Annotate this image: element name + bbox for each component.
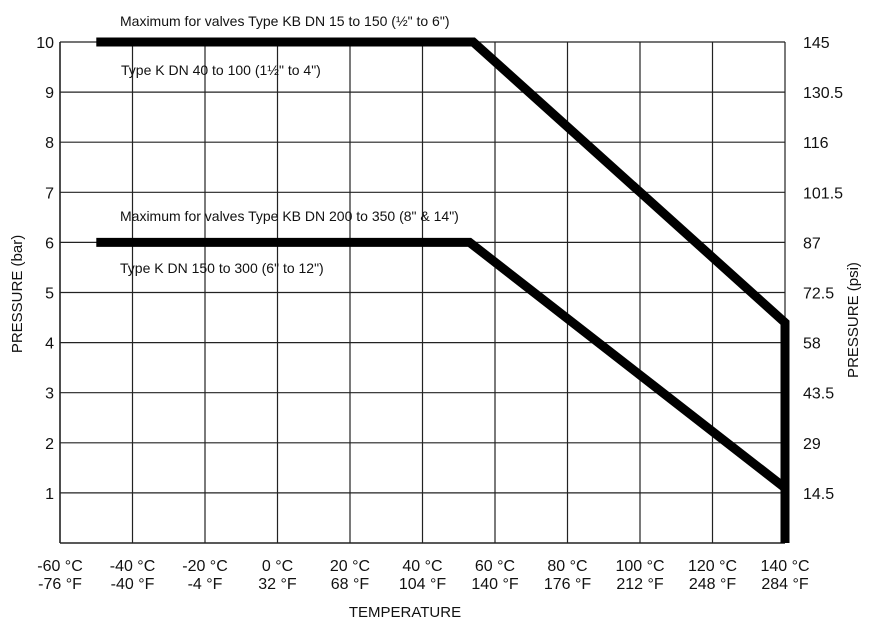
x-tick-label-fahrenheit: 32 °F: [258, 576, 297, 593]
x-axis-title: TEMPERATURE: [349, 604, 461, 621]
x-tick-label-celsius: 20 °C: [330, 558, 370, 575]
y-tick-label-psi: 72.5: [803, 286, 834, 303]
y-tick-label-psi: 58: [803, 336, 821, 353]
y-axis-title: PRESSURE (bar): [9, 235, 26, 353]
axis-labels: Maximum for valves Type KB DN 15 to 150 …: [9, 13, 862, 621]
y-tick-label-bar: 2: [45, 436, 54, 453]
x-tick-label-fahrenheit: 248 °F: [689, 576, 737, 593]
x-tick-label-fahrenheit: 68 °F: [331, 576, 370, 593]
y2-axis-title: PRESSURE (psi): [845, 262, 862, 378]
y-tick-label-bar: 7: [45, 185, 54, 202]
x-tick-label-fahrenheit: 140 °F: [471, 576, 519, 593]
x-tick-label-celsius: 80 °C: [547, 558, 587, 575]
x-tick-label-fahrenheit: 284 °F: [761, 576, 809, 593]
y-tick-label-psi: 101.5: [803, 185, 843, 202]
y-tick-label-psi: 29: [803, 436, 821, 453]
y-tick-label-bar: 10: [36, 35, 54, 52]
x-tick-label-celsius: 0 °C: [262, 558, 293, 575]
y-tick-label-psi: 87: [803, 235, 821, 252]
grid: [59, 41, 786, 544]
y-tick-label-bar: 1: [45, 486, 54, 503]
y-tick-label-bar: 8: [45, 135, 54, 152]
x-tick-label-fahrenheit: -76 °F: [38, 576, 82, 593]
series-lines: [96, 37, 790, 543]
x-tick-label-fahrenheit: 176 °F: [544, 576, 592, 593]
x-tick-label-fahrenheit: 104 °F: [399, 576, 447, 593]
x-tick-label-celsius: 40 °C: [402, 558, 442, 575]
x-tick-label-fahrenheit: -40 °F: [111, 576, 155, 593]
x-tick-label-celsius: -20 °C: [182, 558, 228, 575]
annotation-k-150-300: Type K DN 150 to 300 (6" to 12"): [120, 260, 324, 276]
x-tick-label-celsius: 60 °C: [475, 558, 515, 575]
x-tick-label-fahrenheit: -4 °F: [188, 576, 223, 593]
series-line: [96, 37, 790, 543]
y-tick-label-bar: 9: [45, 85, 54, 102]
x-tick-label-celsius: 120 °C: [688, 558, 737, 575]
x-tick-label-celsius: -60 °C: [37, 558, 83, 575]
y-tick-label-psi: 130.5: [803, 85, 843, 102]
annotation-kb-15-150: Maximum for valves Type KB DN 15 to 150 …: [120, 13, 449, 29]
y-tick-label-psi: 116: [803, 135, 829, 152]
y-tick-label-psi: 43.5: [803, 386, 834, 403]
y-tick-label-psi: 145: [803, 35, 830, 52]
x-tick-label-celsius: 100 °C: [615, 558, 664, 575]
annotation-k-40-100: Type K DN 40 to 100 (1½" to 4"): [121, 62, 321, 78]
x-tick-label-celsius: -40 °C: [110, 558, 156, 575]
y-tick-label-bar: 6: [45, 235, 54, 252]
y-tick-label-psi: 14.5: [803, 486, 834, 503]
y-tick-label-bar: 3: [45, 386, 54, 403]
x-tick-label-celsius: 140 °C: [760, 558, 809, 575]
annotation-kb-200-350: Maximum for valves Type KB DN 200 to 350…: [120, 208, 459, 224]
y-tick-label-bar: 4: [45, 336, 54, 353]
series-line: [96, 237, 788, 492]
y-tick-label-bar: 5: [45, 286, 54, 303]
x-tick-label-fahrenheit: 212 °F: [616, 576, 664, 593]
